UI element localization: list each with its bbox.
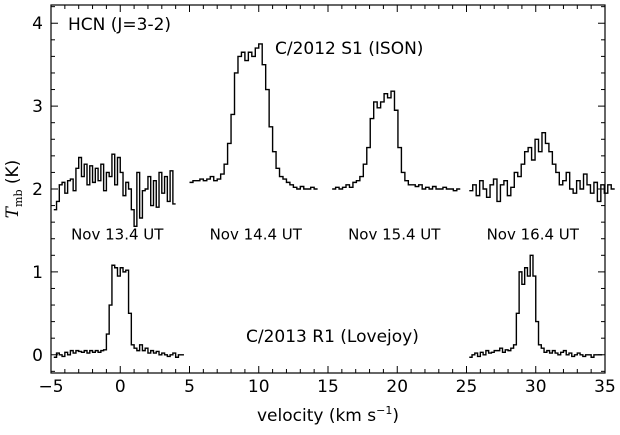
annotations: HCN (J=3-2) C/2012 S1 (ISON) C/2013 R1 (… [68, 15, 580, 347]
y-tick-label: 4 [32, 14, 43, 34]
molecule-label: HCN (J=3-2) [68, 15, 171, 35]
x-tick-label: 5 [184, 377, 195, 397]
spectrum-line-6 [469, 254, 603, 358]
x-axis-label: velocity (km s−1) [257, 404, 399, 426]
x-axis-label-main: velocity (km s [257, 406, 376, 426]
y-axis-label-unit: (K) [3, 160, 23, 190]
spectrum-line-4 [469, 131, 615, 203]
x-ticks: −5 0 5 10 15 20 25 30 35 [38, 5, 616, 397]
plot-frame [50, 4, 606, 374]
y-axis-label: Tmb (K) [3, 160, 25, 219]
series-layer [53, 43, 615, 358]
y-ticks: 0 1 2 3 4 [32, 6, 605, 372]
date-label: Nov 14.4 UT [210, 226, 303, 244]
comet-ison-label: C/2012 S1 (ISON) [275, 39, 423, 59]
date-label: Nov 15.4 UT [348, 226, 441, 244]
spectrum-line-5 [53, 264, 184, 358]
y-tick-label: 1 [32, 263, 43, 283]
x-tick-label: 10 [248, 377, 270, 397]
spectrum-line-1 [53, 153, 176, 227]
x-tick-label: 25 [456, 377, 478, 397]
y-axis-label-sub: mb [12, 190, 25, 207]
spectrum-line-3 [332, 90, 461, 192]
x-tick-label: 0 [115, 377, 126, 397]
y-tick-label: 3 [32, 97, 43, 117]
comet-lovejoy-label: C/2013 R1 (Lovejoy) [246, 327, 419, 347]
x-axis-label-close: ) [392, 406, 399, 426]
x-tick-label: 35 [594, 377, 616, 397]
x-axis-label-sup: −1 [376, 404, 392, 417]
spectrum-line-2 [189, 43, 318, 190]
date-label: Nov 16.4 UT [487, 226, 580, 244]
y-tick-label: 2 [32, 180, 43, 200]
x-tick-label: 15 [317, 377, 339, 397]
date-label: Nov 13.4 UT [71, 226, 164, 244]
x-tick-label: 20 [386, 377, 408, 397]
y-axis-label-main: T [3, 205, 23, 218]
x-tick-label: 30 [525, 377, 547, 397]
y-tick-label: 0 [32, 346, 43, 366]
x-tick-label: −5 [38, 377, 63, 397]
